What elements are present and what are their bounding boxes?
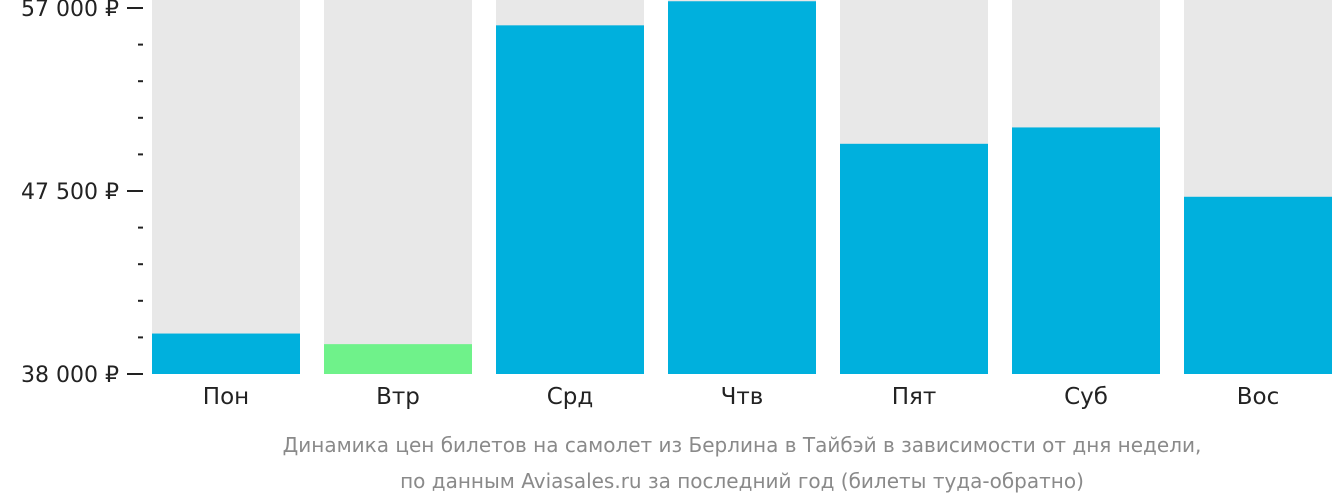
y-tick-label-1: 57 000 ₽ [21,0,119,22]
bar-6[interactable] [1012,127,1160,374]
bar-track-2 [324,0,472,374]
x-tick-label-6: Суб [1064,384,1108,410]
bar-4[interactable] [668,1,816,374]
x-tick-label-4: Чтв [721,384,764,410]
caption-line-1: Динамика цен билетов на самолет из Берли… [283,433,1202,457]
x-tick-label-3: Срд [547,384,594,410]
bar-5[interactable] [840,143,988,374]
bars [152,1,1332,374]
y-tick-label-2: 47 500 ₽ [21,180,119,205]
bar-2[interactable] [324,344,472,374]
x-tick-label-2: Втр [376,384,420,410]
bar-7[interactable] [1184,196,1332,374]
y-axis: 57 000 ₽ 47 500 ₽ 38 000 ₽ [21,0,143,388]
x-tick-label-1: Пон [203,384,249,410]
bar-track-1 [152,0,300,374]
caption-line-2: по данным Aviasales.ru за последний год … [400,469,1084,493]
bar-1[interactable] [152,333,300,374]
x-tick-label-7: Вос [1237,384,1280,410]
x-tick-label-5: Пят [892,384,937,410]
bar-3[interactable] [496,25,644,374]
x-axis-labels: Пон Втр Срд Чтв Пят Суб Вос [203,384,1279,410]
y-tick-label-3: 38 000 ₽ [21,363,119,388]
chart-caption: Динамика цен билетов на самолет из Берли… [283,433,1202,493]
